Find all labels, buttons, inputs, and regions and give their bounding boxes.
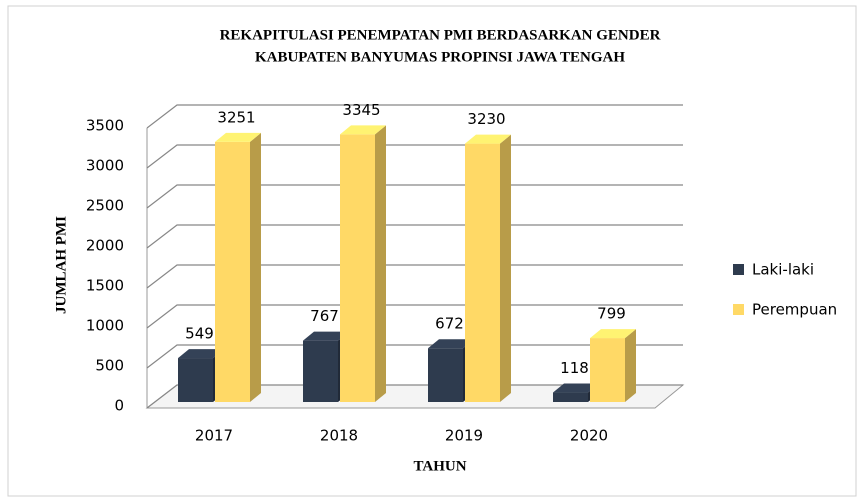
- data-label: 549: [185, 325, 214, 343]
- bar: [215, 141, 250, 403]
- legend-label: Perempuan: [752, 301, 837, 319]
- x-tick-label: 2020: [570, 427, 608, 445]
- x-tick-label: 2017: [195, 427, 233, 445]
- bar-top: [553, 383, 599, 393]
- y-tick-label: 0: [114, 397, 124, 415]
- bar-top: [215, 132, 261, 142]
- grid-line: [146, 184, 683, 209]
- grid-line: [146, 104, 683, 129]
- grid-line: [146, 344, 683, 369]
- data-label: 799: [597, 305, 626, 323]
- bar: [465, 143, 500, 402]
- bar: [178, 358, 213, 402]
- bar-side: [250, 132, 261, 403]
- bar: [590, 338, 625, 402]
- bar: [340, 134, 375, 402]
- grid-line: [146, 304, 683, 329]
- bar-top: [178, 349, 224, 359]
- y-tick-label: 2500: [86, 197, 124, 215]
- y-tick-label: 1000: [86, 317, 124, 335]
- bar-top: [590, 329, 636, 339]
- chart-border: [7, 5, 857, 497]
- data-label: 767: [310, 307, 339, 325]
- bar-side: [625, 329, 636, 402]
- bar-top: [465, 134, 511, 144]
- bar: [553, 392, 588, 402]
- legend-label: Laki-laki: [752, 261, 814, 279]
- bar-top: [303, 331, 349, 341]
- grid-line: [146, 264, 683, 289]
- bar: [428, 348, 463, 402]
- data-label: 3345: [342, 101, 380, 119]
- bar: [303, 340, 338, 402]
- grid-line: [146, 144, 683, 169]
- bar-side: [500, 134, 511, 402]
- data-label: 672: [435, 315, 464, 333]
- x-tick-label: 2019: [445, 427, 483, 445]
- y-axis-title: JUMLAH PMI: [53, 216, 69, 314]
- y-tick-label: 2000: [86, 237, 124, 255]
- y-tick-label: 3000: [86, 157, 124, 175]
- legend-swatch: [733, 304, 744, 315]
- x-tick-label: 2018: [320, 427, 358, 445]
- grid-line: [146, 384, 683, 409]
- y-tick-label: 1500: [86, 277, 124, 295]
- bar-side: [375, 125, 386, 403]
- y-tick-label: 500: [95, 357, 124, 375]
- bar-top: [428, 339, 474, 349]
- x-axis-title: TAHUN: [413, 458, 466, 474]
- y-tick-label: 3500: [86, 117, 124, 135]
- data-label: 3251: [217, 108, 255, 126]
- chart-title: KABUPATEN BANYUMAS PROPINSI JAWA TENGAH: [255, 49, 625, 65]
- data-label: 118: [560, 359, 589, 377]
- chart-title: REKAPITULASI PENEMPATAN PMI BERDASARKAN …: [220, 27, 661, 43]
- bar-top: [340, 125, 386, 135]
- grid-line: [146, 224, 683, 249]
- legend-swatch: [733, 264, 744, 275]
- data-label: 3230: [467, 110, 505, 128]
